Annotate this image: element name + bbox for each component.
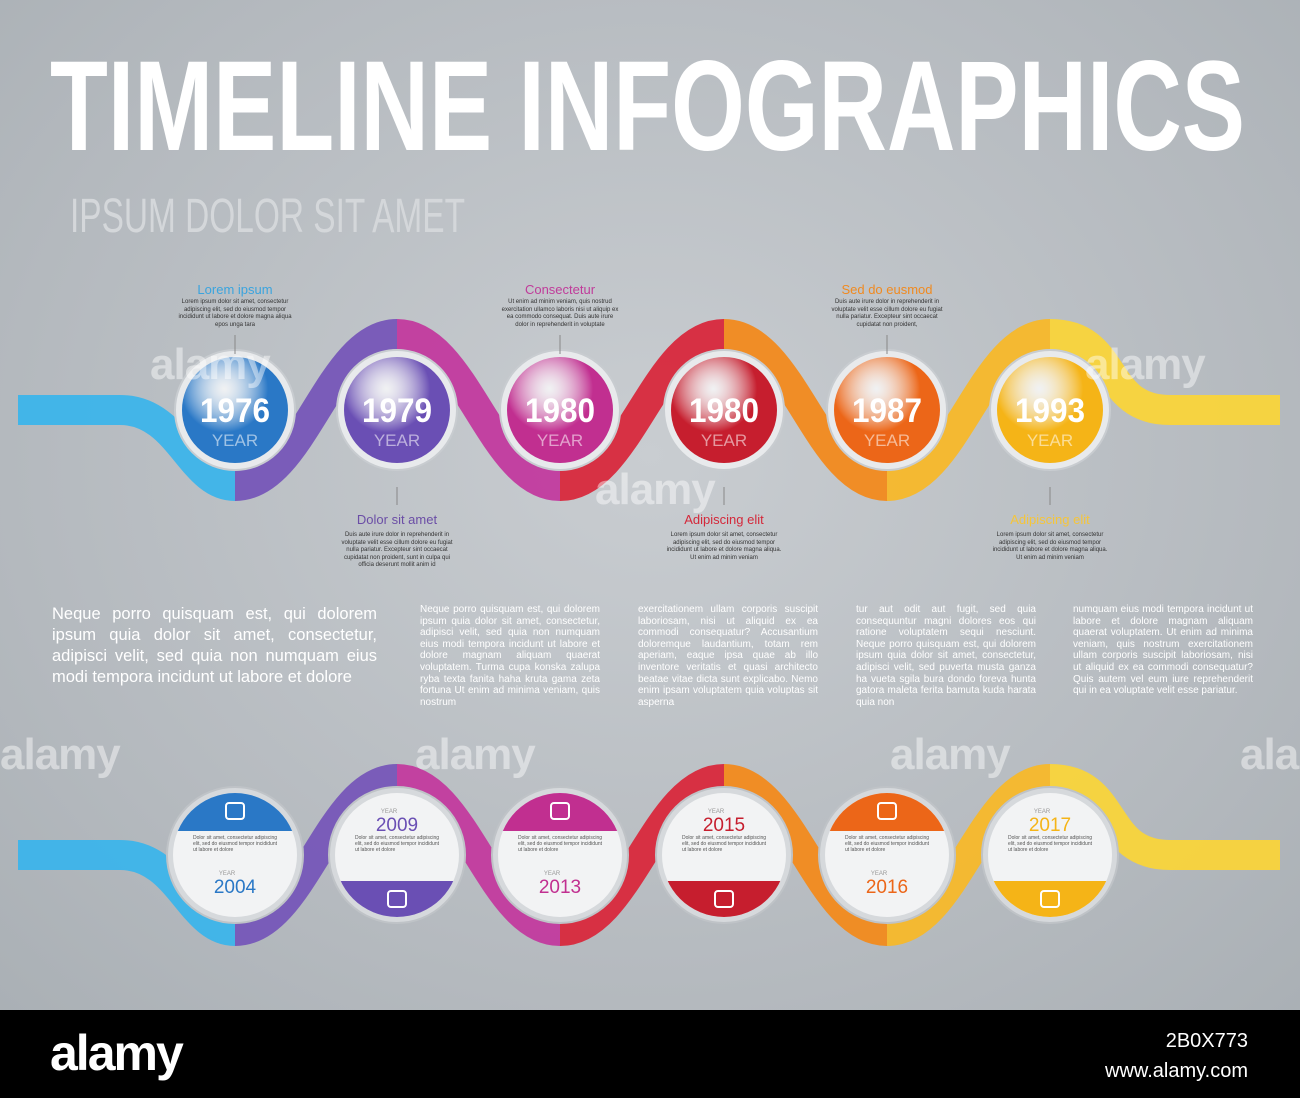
item-text: Dolor sit amet, consectetur adipiscing e… xyxy=(518,835,602,853)
item-text: Dolor sit amet, consectetur adipiscing e… xyxy=(1008,835,1092,853)
year-label: YEAR xyxy=(212,431,258,450)
heading: Adipiscing elit xyxy=(684,512,764,527)
description: Lorem ipsum dolor sit amet, consectetur … xyxy=(178,299,292,328)
year: 2009 xyxy=(376,815,418,836)
year-circle xyxy=(671,357,777,463)
year-label: YEAR xyxy=(544,871,561,877)
year-label: YEAR xyxy=(1034,809,1051,815)
cap xyxy=(498,793,622,831)
ribbon xyxy=(558,319,726,501)
watermark: alamy xyxy=(1240,730,1300,779)
heading: Consectetur xyxy=(524,282,596,297)
icon xyxy=(877,802,897,820)
year-label: YEAR xyxy=(219,871,236,877)
heading: Dolor sit amet xyxy=(356,512,438,527)
footer: alamy 2B0X773 www.alamy.com xyxy=(0,1010,1300,1098)
year: 1979 xyxy=(362,392,432,430)
year-label: YEAR xyxy=(537,431,583,450)
year-circle xyxy=(507,357,613,463)
year: 2016 xyxy=(866,877,908,898)
infographic: TIMELINE INFOGRAPHICS IPSUM DOLOR SIT AM… xyxy=(18,35,1280,946)
year-label: YEAR xyxy=(374,431,420,450)
year-circle xyxy=(834,357,940,463)
paragraph: Neque porro quisquam est, qui dolorem ip… xyxy=(52,605,377,686)
item-text: Dolor sit amet, consectetur adipiscing e… xyxy=(682,835,766,853)
subtitle: IPSUM DOLOR SIT AMET xyxy=(70,190,465,243)
paragraph: tur aut odit aut fugit, sed quia consequ… xyxy=(856,604,1036,708)
year-label: YEAR xyxy=(1027,431,1073,450)
description: Ut enim ad minim veniam, quis nostrud ex… xyxy=(501,299,619,328)
year-label: YEAR xyxy=(871,871,888,877)
text-box: Dolor sit amet, consectetur adipiscing e… xyxy=(682,835,766,853)
paragraph: Neque porro quisquam est, qui dolorem ip… xyxy=(420,604,600,708)
ribbon xyxy=(722,319,889,501)
year: 1980 xyxy=(689,392,759,430)
watermark: alamy xyxy=(595,465,716,514)
ribbon xyxy=(18,395,237,501)
description: Lorem ipsum dolor sit amet, consectetur … xyxy=(992,532,1108,561)
item-text: Dolor sit amet, consectetur adipiscing e… xyxy=(355,835,439,853)
cap xyxy=(173,793,297,831)
text-box: Dolor sit amet, consectetur adipiscing e… xyxy=(355,835,439,853)
year: 2017 xyxy=(1029,815,1071,836)
year: 1993 xyxy=(1015,392,1085,430)
year-label: YEAR xyxy=(701,431,747,450)
text-box: Dolor sit amet, consectetur adipiscing e… xyxy=(1008,835,1092,853)
ribbon xyxy=(722,764,889,946)
year: 2015 xyxy=(703,815,745,836)
icon xyxy=(714,890,734,908)
item-text: Dolor sit amet, consectetur adipiscing e… xyxy=(193,835,277,853)
description: Lorem ipsum dolor sit amet, consectetur … xyxy=(666,532,782,561)
year: 2013 xyxy=(539,877,581,898)
watermark: alamy xyxy=(890,730,1011,779)
paragraph: exercitationem ullam corporis suscipit l… xyxy=(638,604,818,708)
year: 1980 xyxy=(525,392,595,430)
description: Duis aute irure dolor in reprehenderit i… xyxy=(831,299,943,328)
watermark: alamy xyxy=(0,730,121,779)
heading: Lorem ipsum xyxy=(197,282,273,297)
ribbon xyxy=(395,319,562,501)
paragraph: numquam eius modi tempora incidunt ut la… xyxy=(1073,604,1253,697)
ribbon xyxy=(233,764,399,946)
year-label: YEAR xyxy=(708,809,725,815)
heading: Adipiscing elit xyxy=(1010,512,1090,527)
ribbon xyxy=(885,319,1052,501)
year-circle xyxy=(182,357,288,463)
cap xyxy=(662,881,786,917)
watermark: alamy xyxy=(415,730,536,779)
ribbon xyxy=(1049,764,1280,870)
ribbon xyxy=(395,764,562,946)
item-text: Dolor sit amet, consectetur adipiscing e… xyxy=(845,835,929,853)
ribbon xyxy=(885,764,1052,946)
year-label: YEAR xyxy=(381,809,398,815)
cap xyxy=(825,793,949,831)
icon xyxy=(550,802,570,820)
cap xyxy=(988,881,1112,917)
footer-url: www.alamy.com xyxy=(1105,1060,1248,1082)
ribbon xyxy=(558,764,726,946)
image-id: 2B0X773 xyxy=(1165,1030,1248,1052)
year: 1987 xyxy=(852,392,922,430)
description: Duis aute irure dolor in reprehenderit i… xyxy=(341,532,453,568)
icon xyxy=(225,802,245,820)
title: TIMELINE INFOGRAPHICS xyxy=(50,35,1245,178)
footer-logo: alamy xyxy=(50,1025,184,1081)
text-box: Dolor sit amet, consectetur adipiscing e… xyxy=(518,835,602,853)
ribbon xyxy=(1049,319,1280,425)
year: 1976 xyxy=(200,392,270,430)
year-label: YEAR xyxy=(864,431,910,450)
watermark: alamy xyxy=(1085,340,1206,389)
ribbon xyxy=(233,319,399,501)
cap xyxy=(335,881,459,917)
watermark: alamy xyxy=(150,340,271,389)
text-box: Dolor sit amet, consectetur adipiscing e… xyxy=(193,835,277,853)
year: 2004 xyxy=(214,877,257,898)
year-circle xyxy=(344,357,450,463)
icon xyxy=(1040,890,1060,908)
text-box: Dolor sit amet, consectetur adipiscing e… xyxy=(845,835,929,853)
year-circle xyxy=(997,357,1103,463)
heading: Sed do eusmod xyxy=(841,282,933,297)
icon xyxy=(387,890,407,908)
